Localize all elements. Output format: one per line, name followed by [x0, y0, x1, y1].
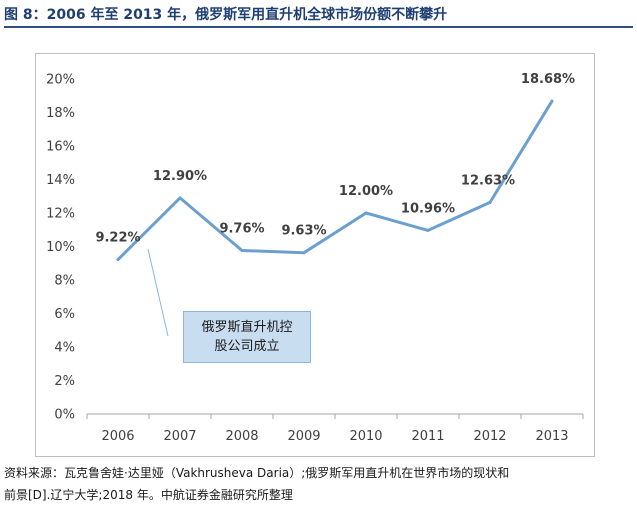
- data-point: [550, 99, 554, 103]
- data-label: 12.00%: [339, 184, 393, 199]
- data-point: [240, 249, 244, 253]
- y-tick-label: 10%: [46, 240, 75, 255]
- data-label: 9.76%: [219, 222, 264, 237]
- y-tick-label: 8%: [54, 274, 75, 289]
- data-point: [116, 258, 120, 262]
- data-label: 9.22%: [95, 231, 140, 246]
- y-tick-label: 16%: [46, 140, 75, 155]
- source-note: 资料来源：瓦克鲁舍娃·达里娅（Vakhrusheva Daria）;俄罗斯军用直…: [4, 462, 633, 506]
- x-tick-label: 2006: [101, 429, 134, 444]
- data-point: [364, 211, 368, 215]
- data-label: 12.90%: [153, 169, 207, 184]
- data-label: 9.63%: [281, 224, 326, 239]
- x-tick-label: 2007: [163, 429, 196, 444]
- data-point: [302, 251, 306, 255]
- y-tick-label: 20%: [46, 73, 75, 88]
- annotation-box: 俄罗斯直升机控 股公司成立: [183, 311, 311, 363]
- x-tick-label: 2013: [535, 429, 568, 444]
- annotation-line-1: 俄罗斯直升机控: [201, 320, 293, 335]
- source-line-1: 资料来源：瓦克鲁舍娃·达里娅（Vakhrusheva Daria）;俄罗斯军用直…: [4, 466, 510, 480]
- x-tick-label: 2011: [411, 429, 444, 444]
- data-label: 12.63%: [461, 173, 515, 188]
- y-tick-label: 6%: [54, 307, 75, 322]
- data-point: [488, 200, 492, 204]
- data-label: 18.68%: [521, 72, 575, 87]
- data-label: 10.96%: [401, 201, 455, 216]
- chart-title: 图 8：2006 年至 2013 年，俄罗斯军用直升机全球市场份额不断攀升: [4, 7, 448, 23]
- x-tick-label: 2010: [349, 429, 382, 444]
- chart-frame: [35, 53, 595, 457]
- source-line-2: 前景[D].辽宁大学;2018 年。中航证券金融研究所整理: [4, 488, 293, 502]
- data-point: [178, 196, 182, 200]
- y-tick-label: 0%: [54, 408, 75, 423]
- x-tick-label: 2008: [225, 429, 258, 444]
- y-tick-label: 12%: [46, 207, 75, 222]
- x-tick-label: 2012: [473, 429, 506, 444]
- x-tick-label: 2009: [287, 429, 320, 444]
- y-tick-label: 18%: [46, 106, 75, 121]
- data-point: [426, 228, 430, 232]
- y-tick-label: 2%: [54, 374, 75, 389]
- y-tick-label: 14%: [46, 173, 75, 188]
- annotation-leader-line: [147, 248, 169, 337]
- series-line: [116, 99, 554, 262]
- title-underline: [4, 26, 633, 28]
- y-tick-label: 4%: [54, 341, 75, 356]
- annotation-line-2: 股公司成立: [214, 339, 280, 354]
